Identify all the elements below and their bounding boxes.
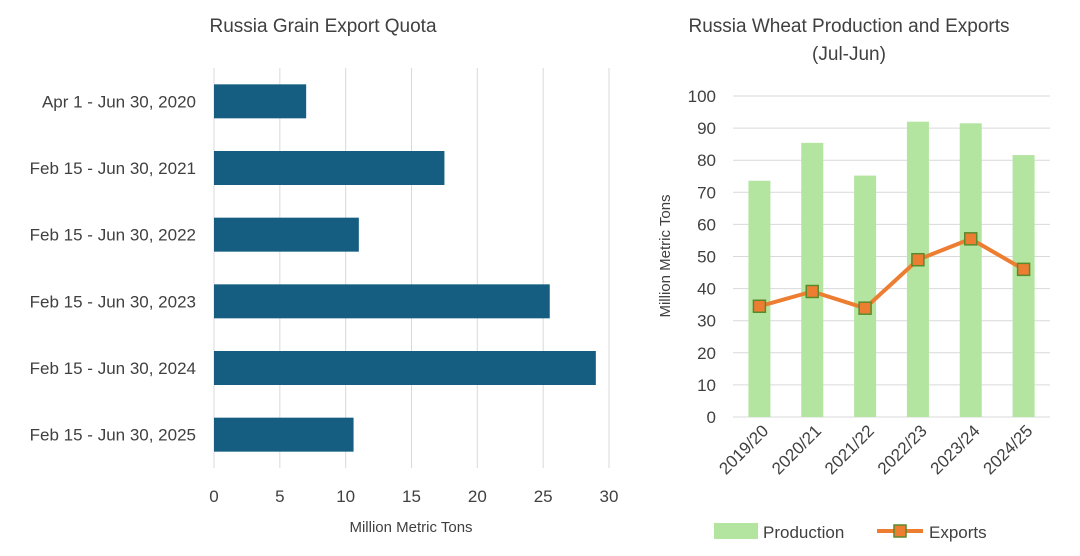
x-tick-label: 30	[600, 487, 619, 506]
exports-marker	[858, 301, 872, 315]
year-tick-label: 2020/21	[768, 421, 825, 478]
year-tick-label: 2021/22	[821, 421, 878, 478]
quota-bar	[214, 217, 359, 252]
quota-category-label: Apr 1 - Jun 30, 2020	[42, 92, 196, 111]
export-quota-bars	[214, 84, 596, 452]
quota-category-label: Feb 15 - Jun 30, 2021	[30, 159, 196, 178]
quota-category-label: Feb 15 - Jun 30, 2024	[30, 359, 196, 378]
production-bar	[854, 175, 877, 417]
wheat-chart-subtitle: (Jul-Jun)	[812, 44, 886, 65]
exports-marker	[805, 284, 819, 299]
y-tick-label: 90	[697, 119, 716, 138]
y-tick-label: 30	[697, 312, 716, 331]
x-tick-label: 15	[402, 487, 421, 506]
quota-category-label: Feb 15 - Jun 30, 2022	[30, 226, 196, 245]
wheat-chart-y-tick-labels: 0 10 20 30 40 50 60 70 80 90 100	[688, 87, 716, 427]
quota-bar	[214, 84, 307, 119]
quota-bar	[214, 151, 445, 185]
year-tick-label: 2019/20	[715, 421, 772, 478]
y-tick-label: 10	[697, 376, 716, 395]
exports-marker	[964, 232, 978, 246]
export-quota-x-axis-label: Million Metric Tons	[349, 519, 472, 536]
x-tick-label: 0	[209, 487, 218, 506]
export-quota-chart: Russia Grain Export Quota Apr 1 - Jun 30…	[30, 16, 619, 536]
production-bar	[748, 180, 771, 417]
production-bar	[959, 123, 982, 417]
production-bar	[906, 121, 929, 418]
quota-bar	[214, 284, 550, 319]
exports-line-series	[752, 232, 1031, 315]
exports-line	[758, 236, 1025, 311]
export-quota-chart-title: Russia Grain Export Quota	[209, 16, 436, 37]
quota-bar	[214, 417, 354, 452]
exports-marker	[1016, 262, 1031, 277]
wheat-production-exports-chart: Russia Wheat Production and Exports (Jul…	[657, 16, 1050, 542]
year-tick-label: 2022/23	[874, 421, 931, 478]
export-quota-category-labels: Apr 1 - Jun 30, 2020 Feb 15 - Jun 30, 202…	[30, 92, 196, 444]
wheat-chart-gridlines	[733, 95, 1050, 418]
production-bar	[1012, 155, 1035, 417]
exports-marker	[752, 299, 767, 314]
x-tick-label: 25	[534, 487, 553, 506]
y-tick-label: 100	[688, 87, 716, 106]
x-tick-label: 10	[336, 487, 355, 506]
year-tick-label: 2023/24	[927, 421, 984, 478]
production-bars	[748, 121, 1035, 418]
exports-marker	[911, 252, 925, 267]
export-quota-gridlines	[213, 68, 610, 468]
y-tick-label: 50	[697, 248, 716, 267]
y-tick-label: 40	[697, 280, 716, 299]
quota-category-label: Feb 15 - Jun 30, 2025	[30, 426, 196, 445]
wheat-chart-x-tick-labels: 2019/202020/212021/222022/232023/242024/…	[715, 421, 1036, 478]
legend-production-label: Production	[763, 523, 844, 542]
x-tick-label: 20	[468, 487, 487, 506]
y-tick-label: 20	[697, 344, 716, 363]
x-tick-label: 5	[275, 487, 284, 506]
year-tick-label: 2024/25	[980, 421, 1037, 478]
y-tick-label: 80	[697, 151, 716, 170]
quota-category-label: Feb 15 - Jun 30, 2023	[30, 292, 196, 311]
y-tick-label: 0	[707, 408, 716, 427]
y-tick-label: 70	[697, 183, 716, 202]
legend-exports-label: Exports	[929, 523, 987, 542]
wheat-chart-y-axis-label: Million Metric Tons	[657, 194, 674, 317]
production-bar	[801, 142, 824, 417]
export-quota-x-tick-labels: 0 5 10 15 20 25 30	[209, 487, 618, 506]
y-tick-label: 60	[697, 215, 716, 234]
legend-exports-marker-swatch	[893, 524, 907, 538]
quota-bar	[214, 351, 596, 385]
wheat-chart-legend: Production Exports	[714, 523, 987, 542]
legend-production-swatch	[714, 523, 758, 539]
wheat-chart-title: Russia Wheat Production and Exports	[688, 16, 1009, 37]
